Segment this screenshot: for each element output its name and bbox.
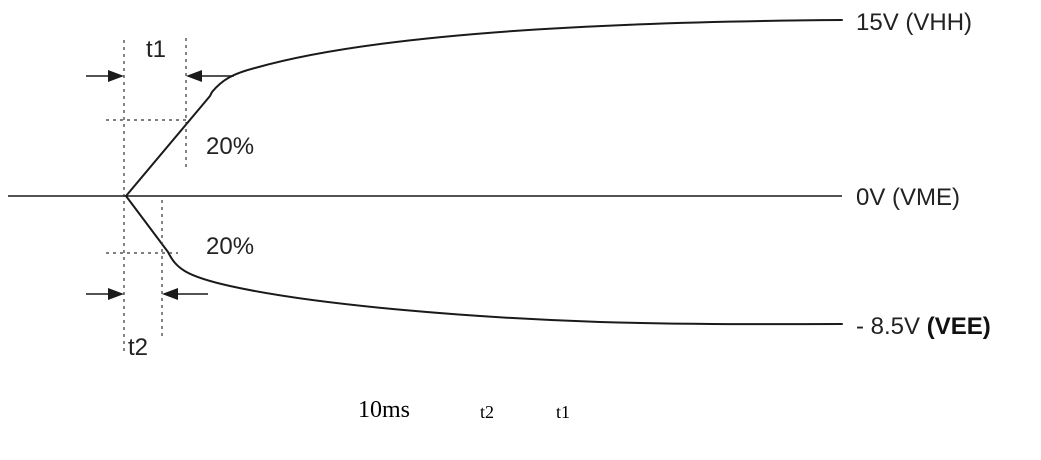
t2-note: t2 [480, 402, 495, 422]
vee-level-label: - 8.5V (VEE) [856, 313, 991, 340]
vme-level-label: 0V (VME) [856, 184, 960, 211]
t2-label: t2 [128, 334, 148, 361]
vee-name: (VEE) [927, 313, 991, 340]
t1-dimension [86, 70, 234, 82]
vhh-waveform [125, 19, 843, 197]
rise-percent-label: 20% [206, 133, 254, 160]
vee-value: - 8.5V [856, 313, 927, 340]
vhh-level-label: 15V (VHH) [856, 9, 972, 36]
vee-waveform [125, 195, 843, 326]
duration-note: 10ms [358, 397, 411, 423]
t1-label: t1 [146, 36, 166, 63]
fall-percent-label: 20% [206, 233, 254, 260]
t1-note: t1 [556, 402, 571, 422]
t2-dimension [86, 288, 208, 300]
